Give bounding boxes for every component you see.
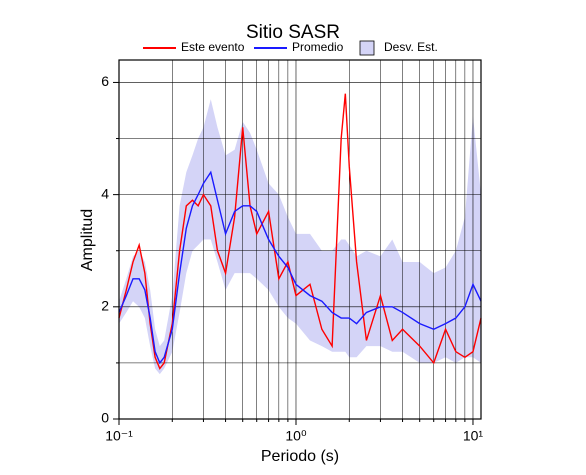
x-axis-label: Periodo (s) (261, 448, 339, 465)
series-line (118, 93, 482, 370)
chart-title: Sitio SASR (246, 22, 340, 43)
y-tick-label: 2 (101, 298, 109, 314)
y-axis-label: Amplitud (79, 209, 96, 271)
y-tick-label: 6 (101, 73, 109, 89)
legend-label: Desv. Est. (384, 40, 438, 54)
y-tick-label: 4 (101, 185, 109, 201)
legend-label: Promedio (292, 40, 344, 54)
std-band (119, 99, 481, 375)
legend-swatch (359, 40, 375, 56)
y-tick-label: 0 (101, 410, 109, 426)
plot-frame (118, 59, 482, 420)
x-tick-label: 10¹ (463, 428, 484, 444)
x-tick-label: 10⁻¹ (105, 428, 133, 444)
series-line (118, 170, 482, 365)
x-tick-label: 10⁰ (285, 428, 307, 444)
legend-label: Este evento (181, 40, 245, 54)
